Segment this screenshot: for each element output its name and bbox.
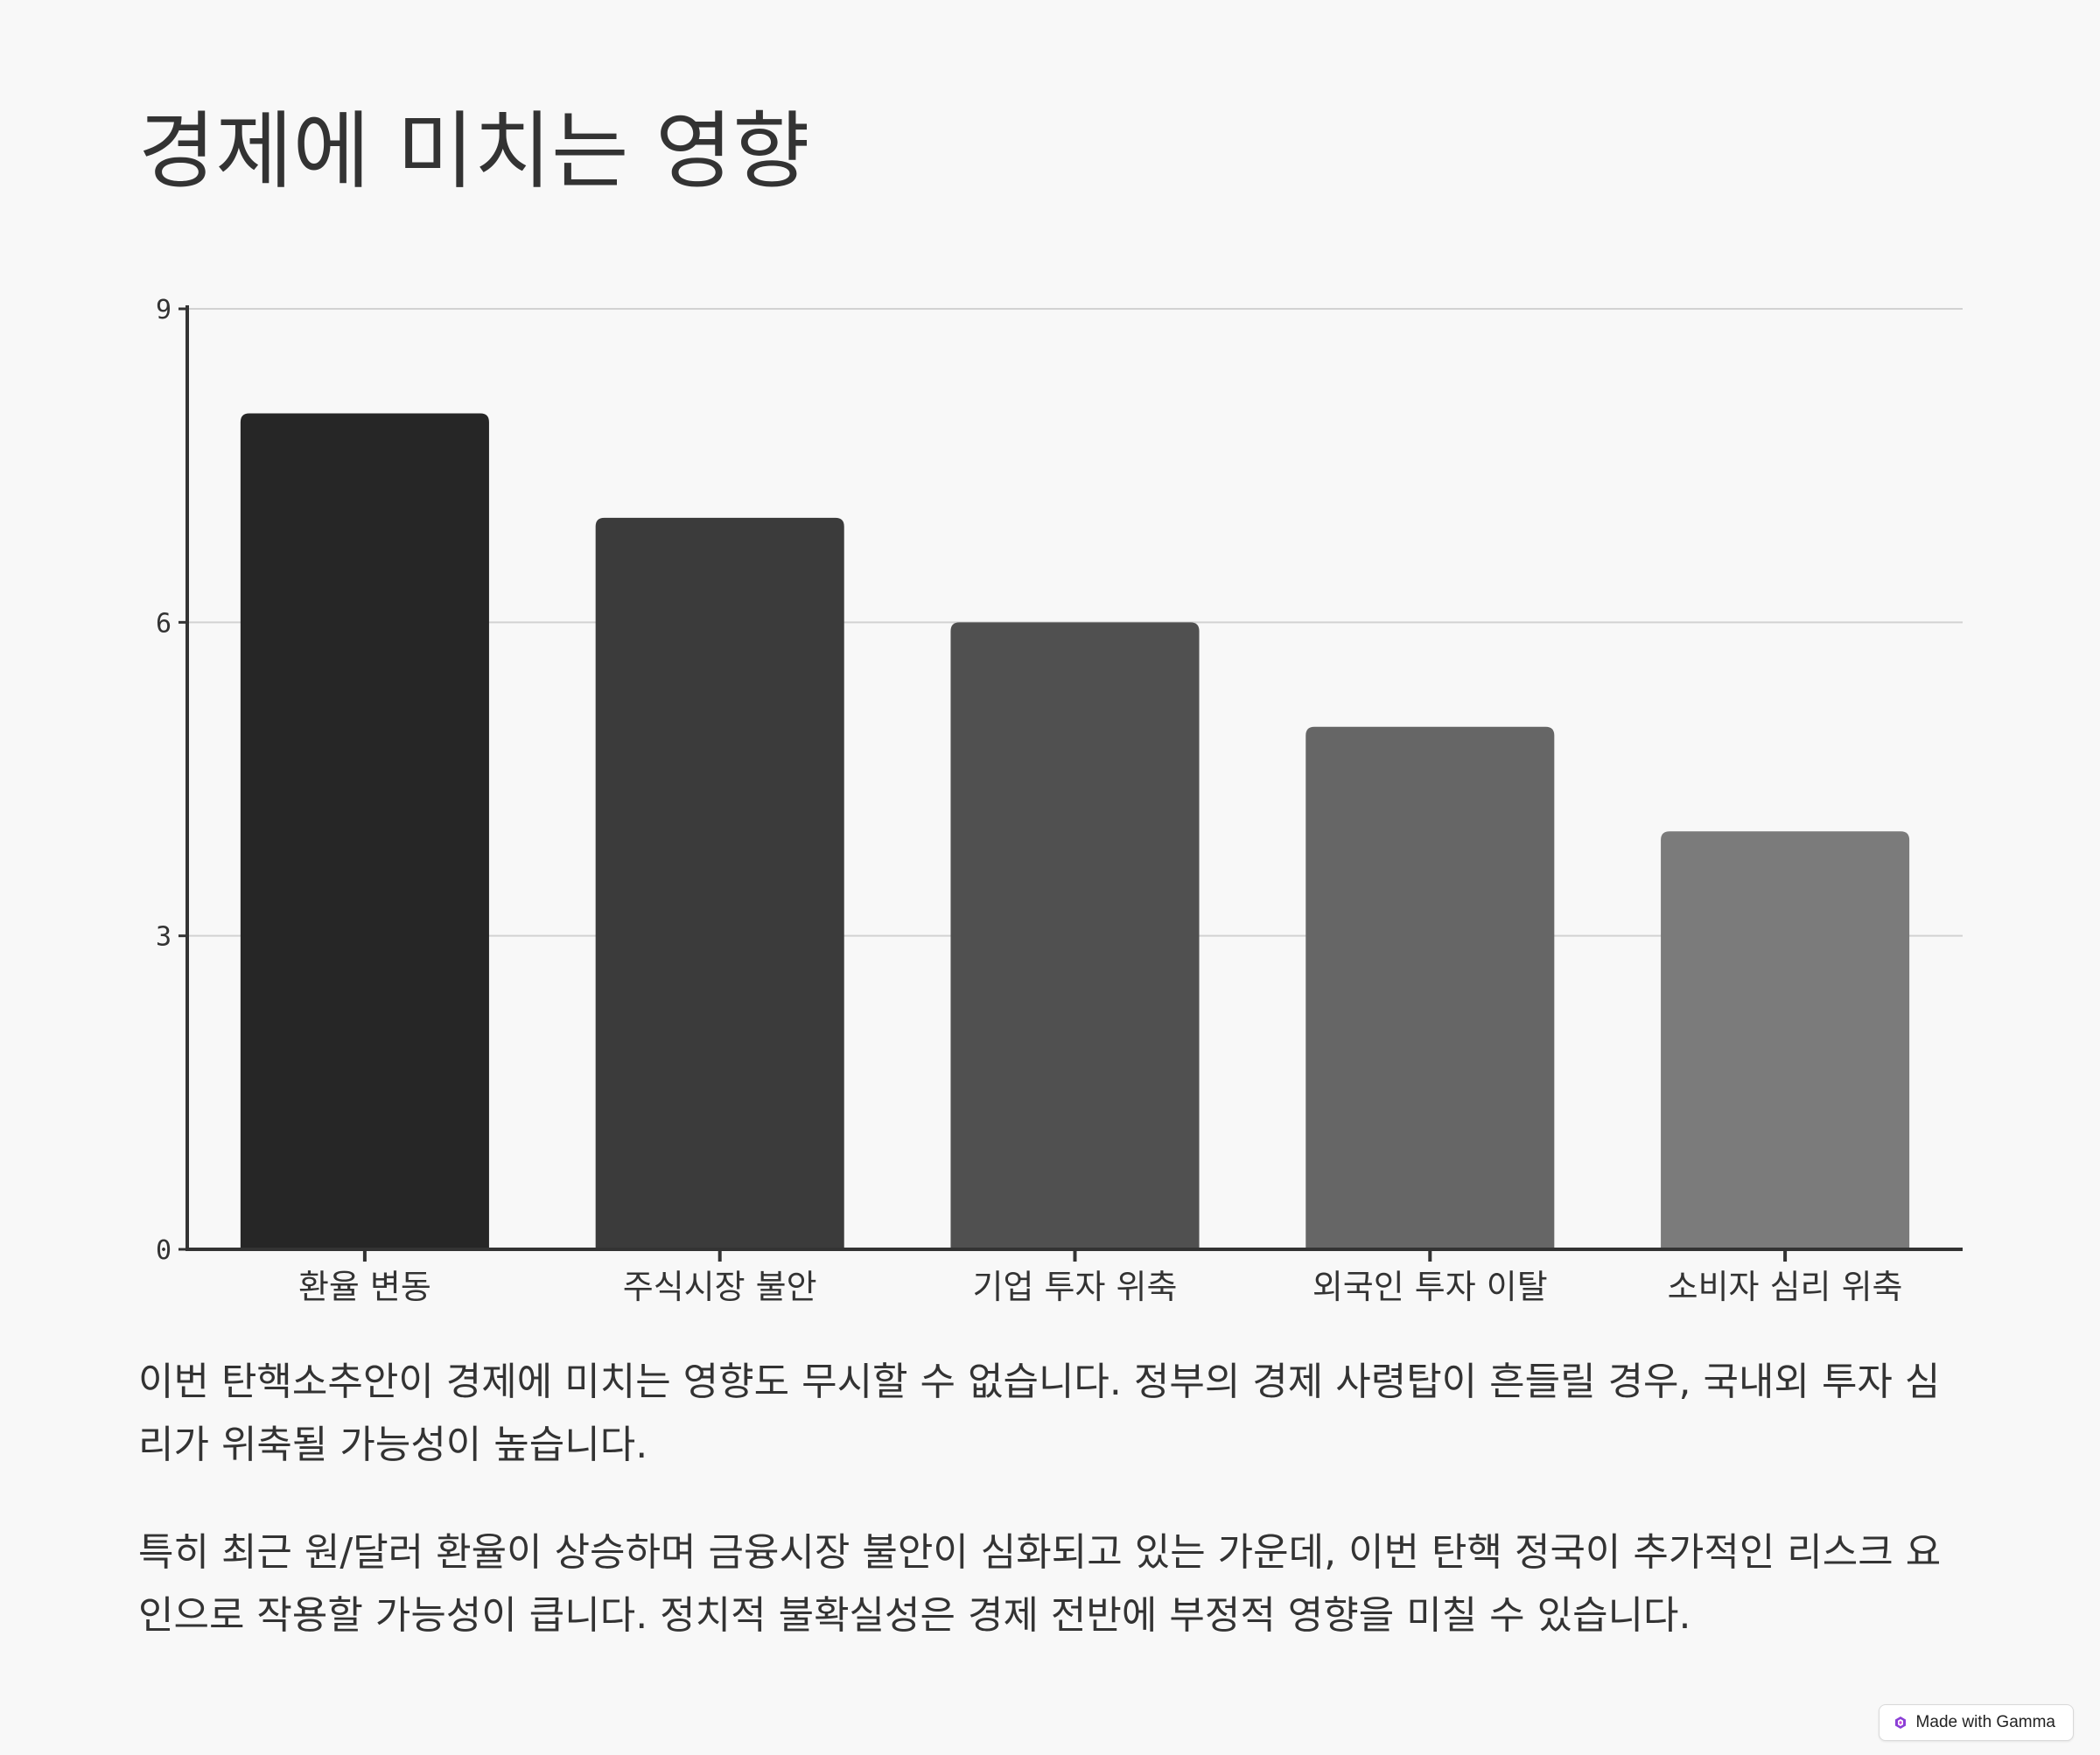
x-tick-label-4: 외국인 투자 이탈 xyxy=(1312,1268,1548,1306)
body-paragraph-1: 이번 탄핵소추안이 경제에 미치는 영향도 무시할 수 없습니다. 정부의 경제… xyxy=(138,1360,1941,1467)
bar-5 xyxy=(1661,831,1910,1249)
bar-1 xyxy=(240,413,489,1249)
y-tick-label-9: 9 xyxy=(156,295,172,325)
y-tick-label-0: 0 xyxy=(156,1235,172,1266)
x-tick-label-1: 환율 변동 xyxy=(298,1268,431,1306)
axis-labels: 0 3 6 9 환율 변동 주식시장 불안 기업 투자 위축 외국인 투자 이탈 소비자 심리 … xyxy=(156,295,1903,1306)
bar-chart-svg: 0 3 6 9 환율 변동 주식시장 불안 기업 투자 위축 외국인 투자 이탈 소비자 심리 … xyxy=(156,295,1963,1306)
made-with-gamma-badge[interactable]: Made with Gamma xyxy=(1878,1704,2074,1741)
bar-4 xyxy=(1306,726,1555,1249)
badge-label: Made with Gamma xyxy=(1915,1713,2055,1731)
x-tick-label-3: 기업 투자 위축 xyxy=(973,1268,1178,1306)
axes xyxy=(178,305,1963,1262)
bars xyxy=(240,413,1910,1249)
page-title: 경제에 미치는 영향 xyxy=(138,102,810,200)
y-tick-label-3: 3 xyxy=(156,922,172,953)
x-tick-label-2: 주식시장 불안 xyxy=(623,1268,817,1306)
body-paragraph-2: 특히 최근 원/달러 환율이 상승하며 금융시장 불안이 심화되고 있는 가운데… xyxy=(138,1530,1942,1638)
x-tick-label-5: 소비자 심리 위축 xyxy=(1668,1268,1903,1306)
bar-2 xyxy=(595,517,844,1249)
y-tick-label-6: 6 xyxy=(156,608,172,639)
bar-3 xyxy=(950,622,1200,1249)
gamma-logo-icon xyxy=(1894,1717,1906,1729)
bar-chart: 0 3 6 9 환율 변동 주식시장 불안 기업 투자 위축 외국인 투자 이탈 소비자 심리 … xyxy=(156,295,1963,1306)
